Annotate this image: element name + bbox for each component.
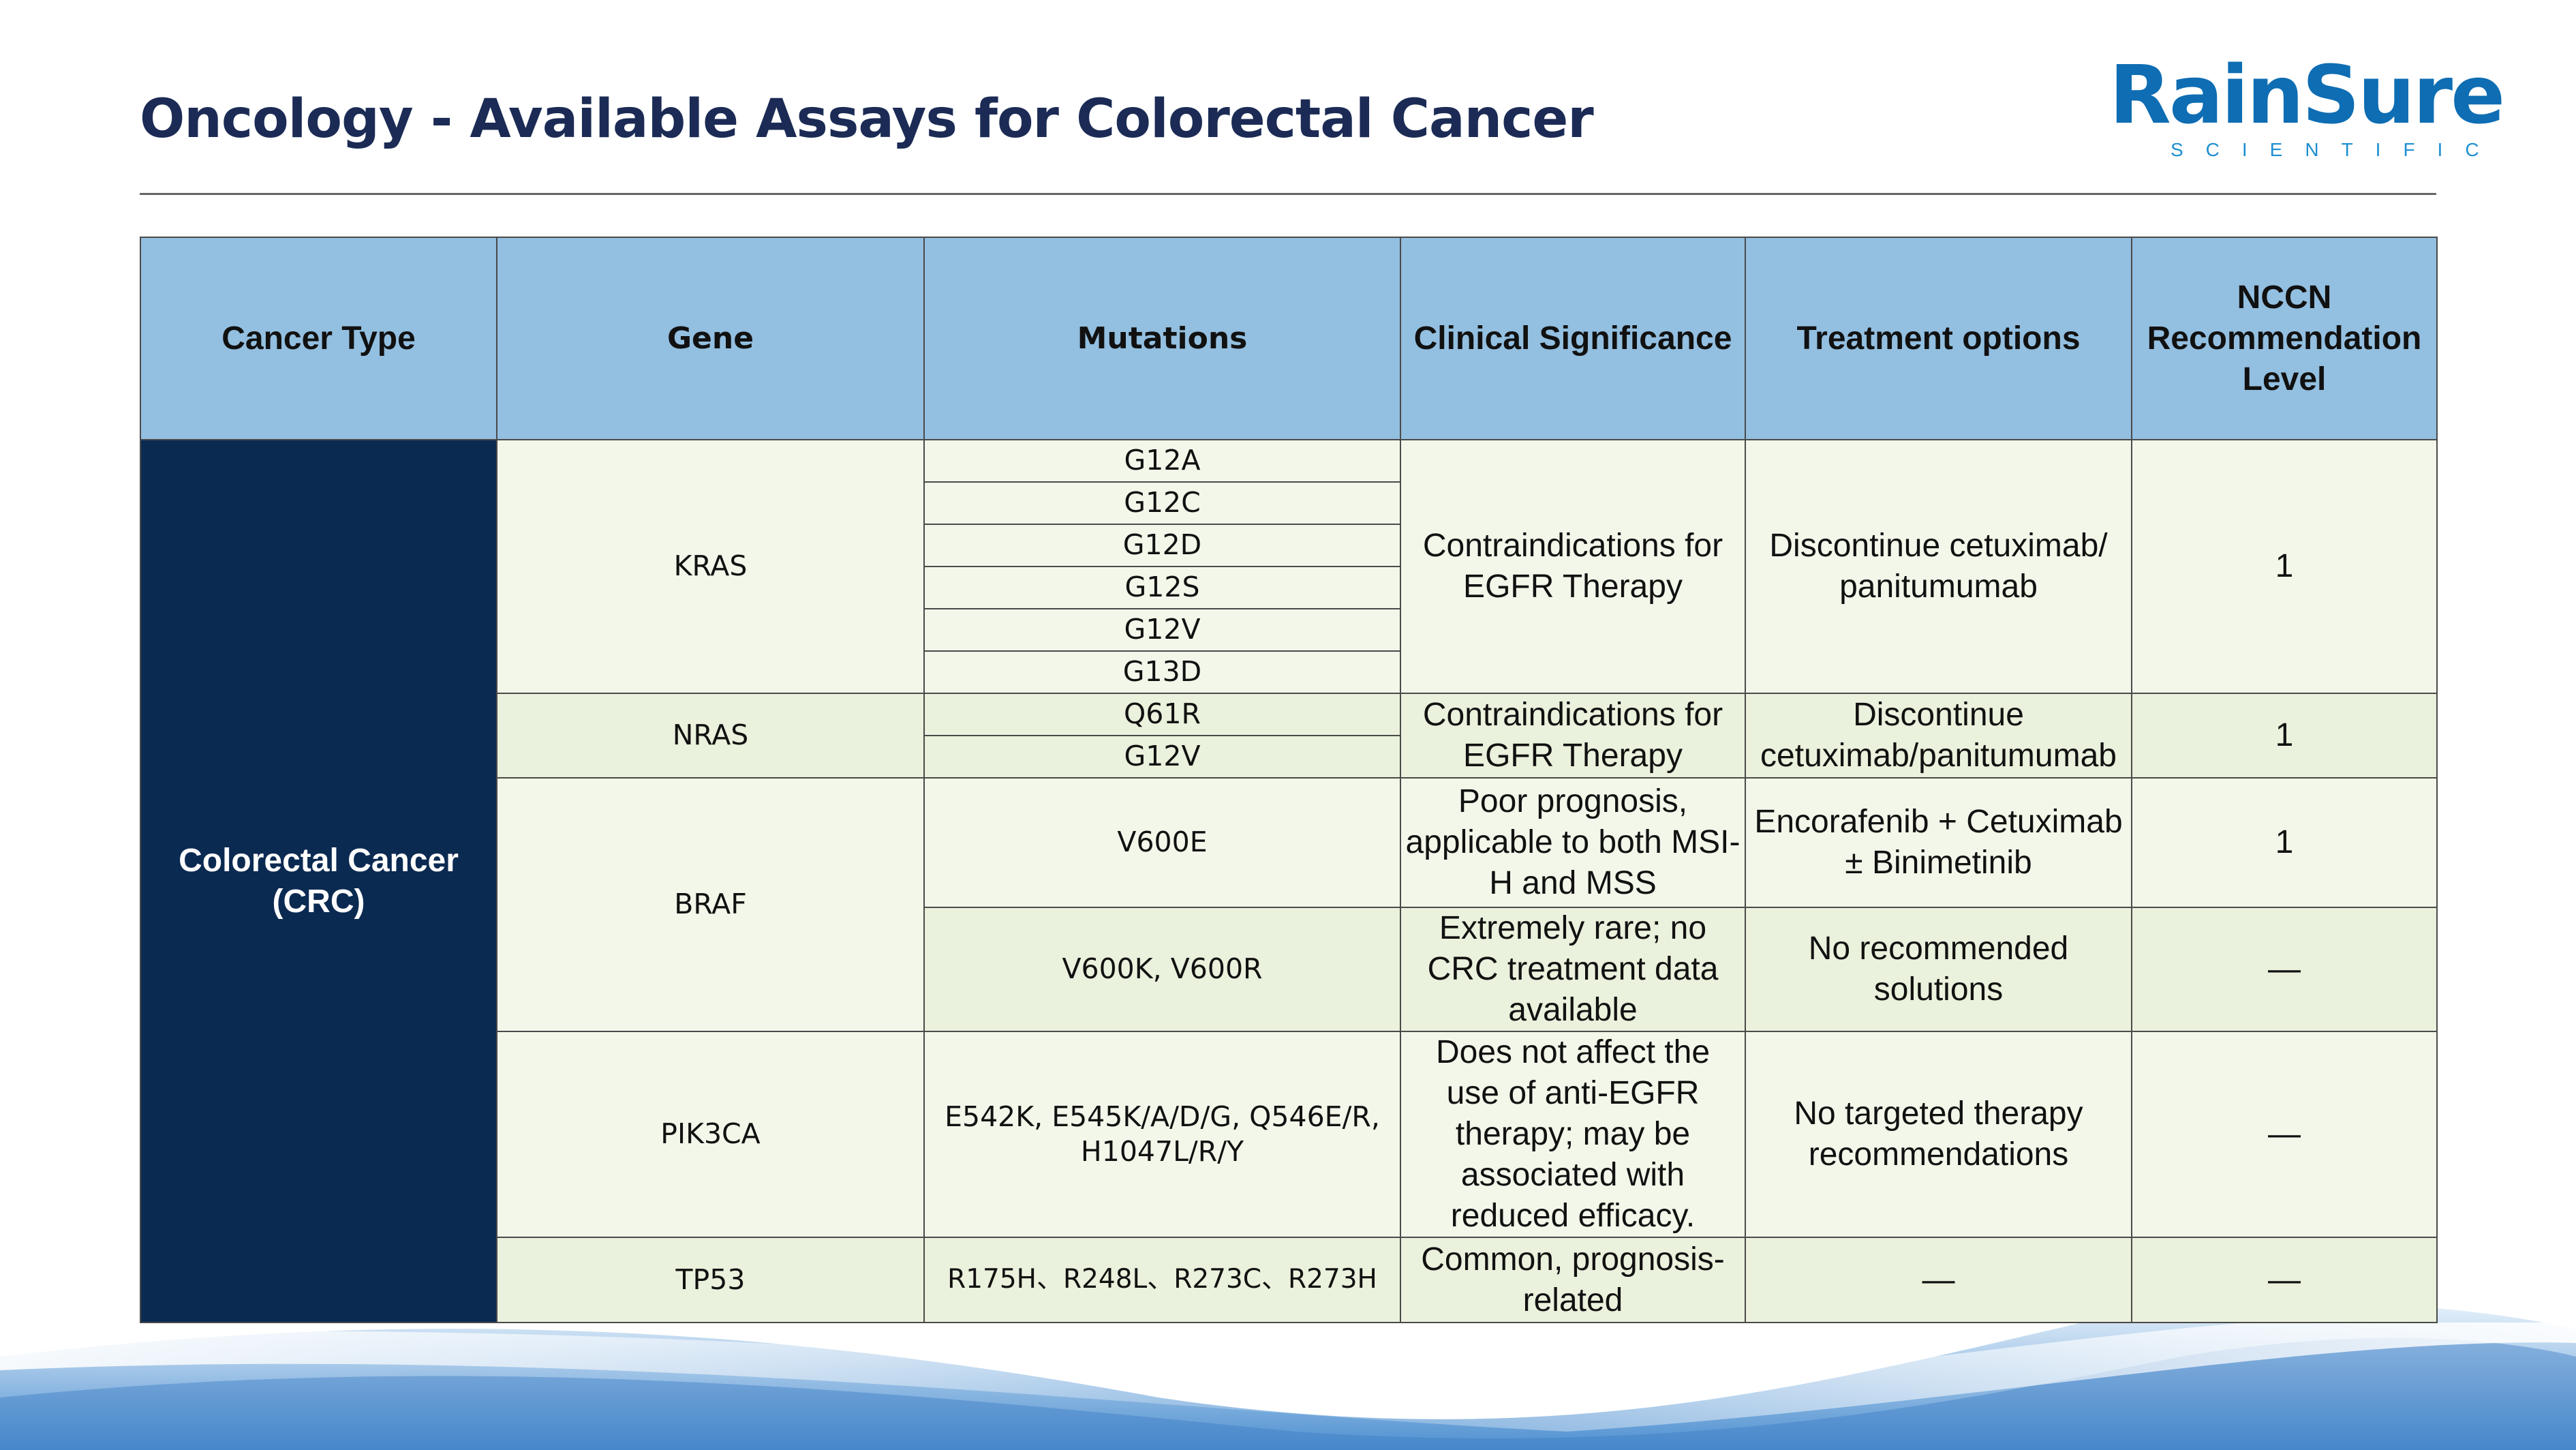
header-cancer-type: Cancer Type [140, 237, 497, 440]
header-gene: Gene [496, 237, 925, 440]
significance-cell: Contraindications for EGFR Therapy [1400, 693, 1746, 779]
treatment-cell: No targeted therapy recommendations [1745, 1031, 2132, 1238]
assay-table: Cancer Type Gene Mutations Clinical Sign… [140, 237, 2438, 1323]
table-row: G12C [140, 481, 2437, 525]
mutation-cell: V600E [923, 777, 1401, 908]
logo-tagline: SCIENTIFIC [2171, 139, 2502, 160]
level-cell: — [2131, 1237, 2438, 1323]
logo-name: RainSure [2109, 48, 2505, 142]
significance-cell: Does not affect the use of anti-EGFR the… [1400, 1031, 1746, 1238]
level-cell: 1 [2131, 439, 2438, 694]
mutation-cell: E542K, E545K/A/D/G, Q546E/R, H1047L/R/Y [923, 1031, 1401, 1238]
cancer-type-cell: Colorectal Cancer (CRC) [140, 439, 497, 1323]
header-treatment: Treatment options [1745, 237, 2132, 440]
table-row: TP53 R175H、R248L、R273C、R273H Common, pro… [140, 1237, 2438, 1323]
table-row: G12V [140, 608, 2437, 652]
mutation-cell: G12A [923, 439, 1401, 483]
mutation-cell: G12S [923, 566, 1401, 609]
significance-cell: Common, prognosis-related [1400, 1237, 1746, 1323]
mutation-cell: Q61R [923, 693, 1401, 736]
mutation-cell: V600K, V600R [923, 907, 1401, 1032]
significance-cell: Contraindications for EGFR Therapy [1400, 439, 1746, 694]
table-row: G13D [140, 650, 2437, 694]
header-clinical-significance: Clinical Significance [1400, 237, 1746, 440]
treatment-cell: No recommended solutions [1745, 907, 2132, 1032]
treatment-cell: Encorafenib + Cetuximab ± Binimetinib [1745, 777, 2132, 908]
gene-kras: KRAS [496, 439, 925, 694]
table-row: V600K, V600R Extremely rare; no CRC trea… [140, 907, 2438, 1032]
table-row: PIK3CA E542K, E545K/A/D/G, Q546E/R, H104… [140, 1031, 2438, 1238]
table-row: Colorectal Cancer (CRC) KRAS G12A Contra… [140, 439, 2438, 1323]
table-row: G12S [140, 566, 2437, 609]
mutation-cell: G12V [923, 608, 1401, 652]
rainsure-logo: RainSure SCIENTIFIC [2109, 48, 2505, 161]
mutation-cell: G12D [923, 524, 1401, 567]
header-mutations: Mutations [923, 237, 1401, 440]
gene-pik3ca: PIK3CA [496, 1031, 925, 1238]
treatment-cell: Discontinue cetuximab/panitumumab [1745, 693, 2132, 779]
significance-cell: Extremely rare; no CRC treatment data av… [1400, 907, 1746, 1032]
decorative-wave [0, 1302, 2576, 1450]
gene-nras: NRAS [496, 693, 925, 779]
gene-braf: BRAF [496, 777, 925, 1032]
treatment-cell: Discontinue cetuximab/ panitumumab [1745, 439, 2132, 694]
mutation-cell: R175H、R248L、R273C、R273H [923, 1237, 1401, 1323]
level-cell: 1 [2131, 777, 2438, 908]
header-row: Cancer Type Gene Mutations Clinical Sign… [140, 237, 2438, 440]
table-row: BRAF V600E Poor prognosis, applicable to… [140, 777, 2438, 1032]
gene-tp53: TP53 [496, 1237, 925, 1323]
level-cell: — [2131, 907, 2438, 1032]
level-cell: 1 [2131, 693, 2438, 779]
mutation-cell: G13D [923, 650, 1401, 694]
header-nccn-level: NCCN Recommendation Level [2131, 237, 2438, 440]
mutation-cell: G12C [923, 481, 1401, 525]
table-row: G12D [140, 524, 2437, 567]
title-divider [140, 193, 2436, 195]
significance-cell: Poor prognosis, applicable to both MSI-H… [1400, 777, 1746, 908]
mutation-cell: G12V [923, 735, 1401, 779]
table-row: NRAS Q61R Contraindications for EGFR The… [140, 693, 2438, 779]
level-cell: — [2131, 1031, 2438, 1238]
page-title: Oncology - Available Assays for Colorect… [140, 89, 1594, 150]
treatment-cell: — [1745, 1237, 2132, 1323]
table-row: G12V [140, 735, 2437, 779]
